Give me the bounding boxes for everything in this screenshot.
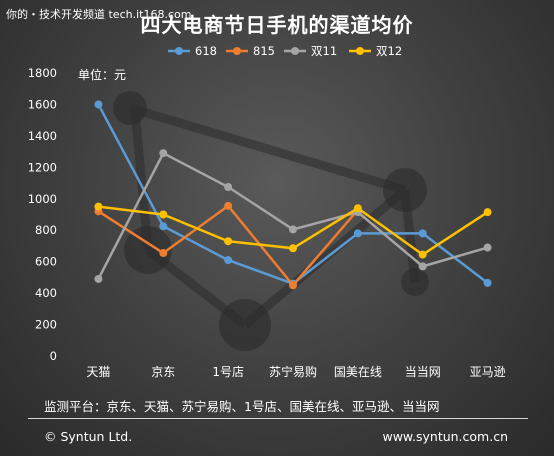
data-point-618-国美在线 bbox=[353, 229, 362, 238]
website-text: www.syntun.com.cn bbox=[382, 429, 508, 444]
y-tick-label: 600 bbox=[35, 255, 57, 269]
y-tick-label: 400 bbox=[35, 286, 57, 300]
x-tick-label: 当当网 bbox=[405, 365, 441, 379]
data-point-双12-亚马逊 bbox=[483, 208, 492, 217]
x-tick-label: 亚马逊 bbox=[470, 365, 506, 379]
y-tick-label: 800 bbox=[35, 223, 57, 237]
y-tick-label: 1600 bbox=[28, 97, 57, 111]
data-point-618-亚马逊 bbox=[483, 278, 492, 287]
data-point-双12-国美在线 bbox=[353, 204, 362, 213]
data-point-618-当当网 bbox=[418, 229, 427, 238]
data-point-双11-苏宁易购 bbox=[289, 225, 297, 234]
data-point-双11-1号店 bbox=[224, 182, 233, 191]
y-tick-label: 0 bbox=[50, 349, 57, 363]
legend-label-双11: 双11 bbox=[311, 44, 337, 58]
monitoring-platforms-note: 监测平台：京东、天猫、苏宁易购、1号店、国美在线、亚马逊、当当网 bbox=[44, 399, 440, 414]
data-point-双11-亚马逊 bbox=[483, 243, 492, 252]
legend-marker-815 bbox=[233, 47, 241, 55]
legend-label-815: 815 bbox=[253, 44, 275, 58]
legend-marker-双11 bbox=[291, 47, 299, 55]
data-point-双11-当当网 bbox=[418, 262, 427, 271]
y-tick-label: 200 bbox=[35, 318, 57, 332]
data-point-815-1号店 bbox=[224, 201, 233, 210]
series-line-815 bbox=[97, 204, 359, 287]
footer-divider bbox=[28, 418, 528, 419]
y-axis-unit-label: 单位：元 bbox=[78, 68, 127, 82]
y-tick-label: 1400 bbox=[28, 129, 57, 143]
data-point-618-京东 bbox=[159, 222, 168, 231]
x-tick-label: 1号店 bbox=[212, 365, 244, 379]
x-tick-label: 天猫 bbox=[86, 365, 110, 379]
legend-marker-618 bbox=[175, 47, 183, 55]
series-line-618 bbox=[97, 103, 489, 285]
data-point-双12-1号店 bbox=[224, 237, 233, 246]
copyright-text: © Syntun Ltd. bbox=[44, 429, 133, 444]
watermark-text: 你的・技术开发频道 tech.it168.com bbox=[6, 8, 192, 21]
data-point-双11-天猫 bbox=[94, 274, 103, 283]
data-point-618-1号店 bbox=[224, 256, 233, 265]
data-point-双12-京东 bbox=[159, 210, 168, 219]
data-point-双11-京东 bbox=[159, 149, 168, 158]
chart-title: 四大电商节日手机的渠道均价 bbox=[140, 13, 414, 37]
legend-marker-双12 bbox=[356, 47, 364, 55]
data-point-双12-苏宁易购 bbox=[289, 244, 297, 253]
x-tick-label: 国美在线 bbox=[334, 365, 382, 379]
data-point-618-天猫 bbox=[94, 100, 103, 109]
y-tick-label: 1200 bbox=[28, 160, 57, 174]
data-point-815-京东 bbox=[159, 249, 168, 258]
data-point-双12-当当网 bbox=[418, 250, 427, 259]
x-tick-label: 苏宁易购 bbox=[269, 364, 317, 379]
legend-label-双12: 双12 bbox=[376, 44, 402, 58]
data-point-815-苏宁易购 bbox=[289, 281, 297, 290]
x-tick-label: 京东 bbox=[151, 365, 175, 379]
y-tick-label: 1000 bbox=[28, 192, 57, 206]
y-tick-label: 1800 bbox=[28, 66, 57, 80]
data-point-双12-天猫 bbox=[94, 202, 103, 211]
legend-label-618: 618 bbox=[195, 44, 217, 58]
